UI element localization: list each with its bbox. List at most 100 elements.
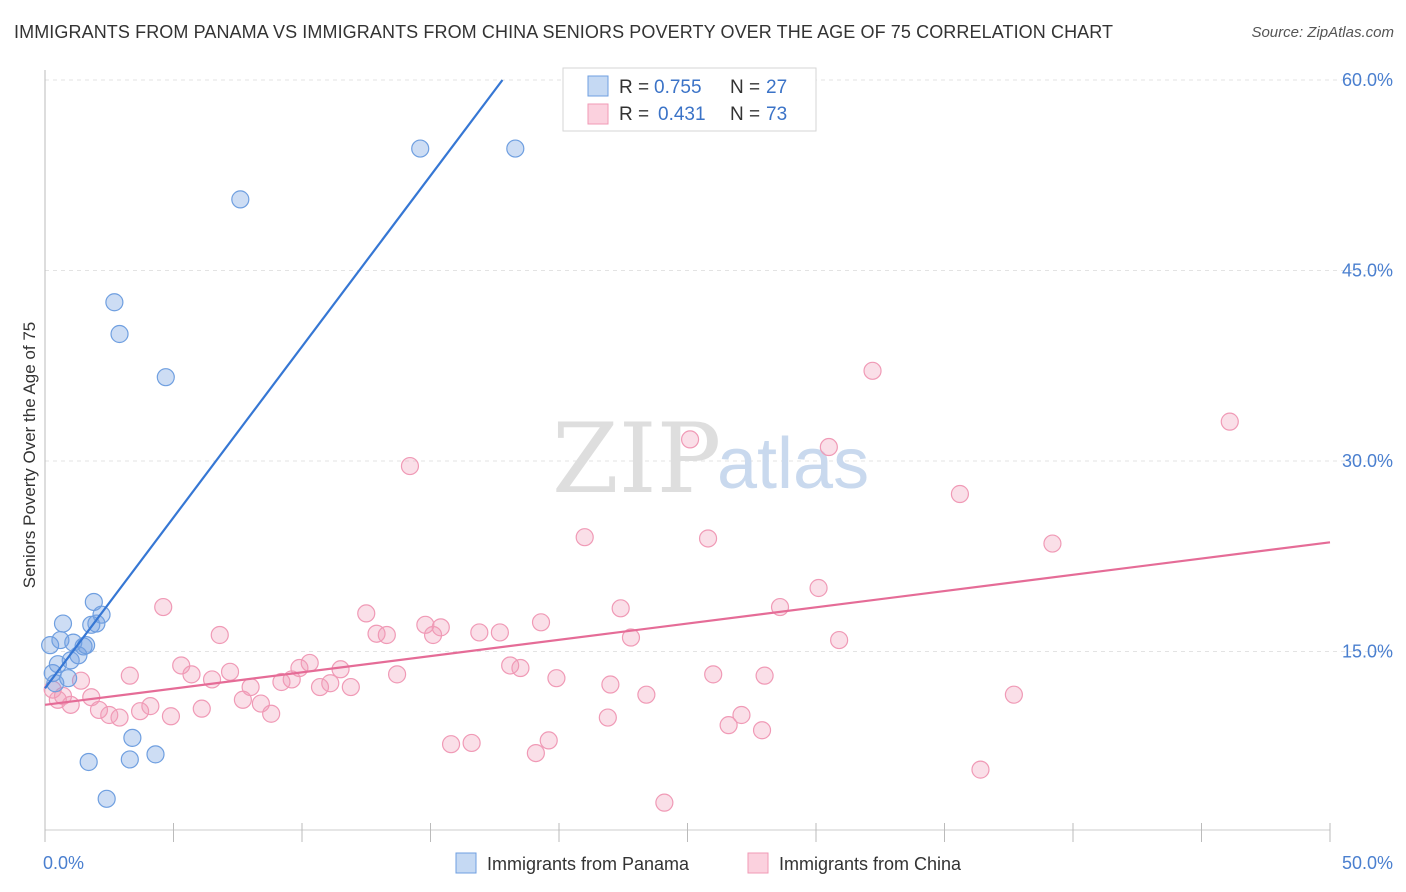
data-point-china (241, 677, 260, 697)
data-point-china (192, 699, 211, 718)
data-point-china (531, 613, 551, 632)
legend-n-value-panama: 27 (766, 77, 787, 98)
data-point-china (547, 669, 566, 688)
data-point-china (490, 623, 509, 642)
data-point-china (341, 677, 360, 697)
source-label: Source: ZipAtlas.com (1251, 24, 1394, 41)
grid-lines (45, 79, 1392, 652)
data-point-panama (231, 190, 250, 209)
data-point-panama (41, 636, 60, 655)
data-point-china (141, 697, 160, 716)
legend-r-value-china: 0.431 (658, 104, 706, 125)
legend-n-label-china: N = (730, 104, 760, 125)
data-point-china (575, 528, 594, 547)
data-point-china (441, 735, 461, 754)
data-point-china (611, 599, 630, 618)
data-point-china (210, 625, 229, 645)
data-point-panama (53, 614, 73, 633)
data-point-china (154, 597, 173, 617)
watermark: ZIP atlas (552, 403, 869, 515)
x-axis-ticks (44, 823, 1331, 842)
series-legend-swatch-china (747, 852, 769, 874)
legend-swatch-panama (587, 75, 609, 97)
data-point-china (719, 716, 738, 735)
legend-r-value-panama: 0.755 (654, 77, 702, 98)
data-point-china (120, 666, 139, 685)
series-legend: Immigrants from Panama Immigrants from C… (455, 852, 962, 874)
trendline-panama (44, 79, 504, 689)
legend-r-label-panama: R = (619, 77, 649, 98)
data-point-china (1043, 534, 1062, 553)
legend-r-label-china: R = (619, 104, 649, 125)
data-point-china (400, 456, 420, 476)
data-point-china (601, 675, 620, 694)
y-tick-label: 15.0% (1342, 642, 1393, 662)
data-point-china (752, 721, 772, 740)
data-point-china (819, 437, 838, 457)
data-point-china (357, 604, 376, 623)
series-china-points (43, 361, 1239, 812)
y-tick-label: 60.0% (1342, 70, 1393, 90)
data-point-china (300, 653, 319, 673)
data-point-china (110, 708, 129, 727)
y-tick-label: 45.0% (1342, 261, 1393, 281)
data-point-china (470, 623, 489, 642)
data-point-china (680, 430, 700, 449)
data-point-china (462, 733, 481, 753)
trendline-china (44, 541, 1331, 706)
legend-swatch-china (587, 103, 609, 125)
data-point-china (704, 665, 723, 684)
data-point-china (416, 615, 435, 634)
data-point-panama (120, 750, 139, 769)
data-point-china (621, 628, 641, 647)
data-point-panama (506, 139, 525, 158)
x-tick-label-max: 50.0% (1342, 853, 1393, 873)
chart-title: IMMIGRANTS FROM PANAMA VS IMMIGRANTS FRO… (14, 22, 1114, 42)
series-legend-label-china: Immigrants from China (779, 854, 962, 874)
data-point-panama (123, 728, 142, 747)
data-point-china (220, 662, 240, 681)
watermark-atlas: atlas (717, 424, 869, 504)
data-point-china (423, 625, 443, 645)
data-point-china (526, 743, 545, 763)
data-point-panama (87, 614, 106, 633)
data-point-china (655, 793, 674, 812)
data-point-panama (411, 139, 430, 158)
trend-lines (44, 79, 1331, 706)
data-point-china (61, 695, 80, 714)
y-tick-label: 30.0% (1342, 451, 1393, 471)
series-legend-swatch-panama (455, 852, 477, 874)
data-point-china (637, 685, 656, 704)
data-point-china (1004, 685, 1023, 704)
data-point-china (863, 361, 882, 380)
data-point-china (262, 704, 281, 723)
data-point-china (310, 677, 330, 697)
data-point-china (732, 705, 751, 725)
data-point-panama (77, 636, 96, 655)
stats-legend: R = 0.755 N = 27 R = 0.431 N = 73 (562, 67, 817, 132)
data-point-china (321, 674, 340, 693)
watermark-zip: ZIP (552, 403, 721, 515)
data-point-china (511, 658, 530, 678)
data-point-china (539, 731, 558, 750)
data-point-china (182, 665, 201, 684)
data-point-panama (59, 669, 78, 688)
data-point-china (130, 702, 150, 721)
data-point-china (431, 618, 450, 637)
data-point-china (950, 484, 970, 504)
data-point-china (89, 700, 109, 720)
data-point-china (161, 707, 181, 726)
data-point-china (377, 625, 396, 645)
data-point-panama (79, 752, 98, 772)
data-point-panama (146, 745, 165, 764)
series-legend-label-panama: Immigrants from Panama (487, 854, 690, 874)
data-point-china (755, 666, 774, 685)
data-point-china (830, 630, 849, 650)
data-point-china (387, 665, 407, 684)
data-point-china (809, 578, 828, 598)
y-axis-tick-labels: 15.0% 30.0% 45.0% 60.0% (1342, 70, 1393, 662)
data-point-china (971, 760, 990, 779)
data-point-china (698, 529, 718, 548)
data-point-panama (97, 789, 116, 808)
